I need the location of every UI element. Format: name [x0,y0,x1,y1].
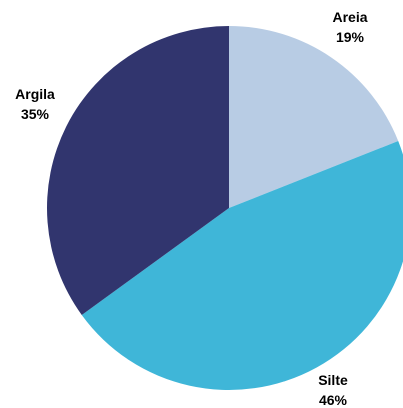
slice-label-argila: Argila [15,86,55,102]
pie-slice-argila [46,26,230,315]
slice-label-areia: Areia [332,9,367,25]
pie-labels: Areia 19% Silte 46% Argila 35% [15,9,368,408]
pie-slice-areia [229,26,399,208]
pie-slice-silte [81,141,403,390]
slice-value-argila: 35% [21,106,50,122]
slice-value-areia: 19% [336,29,365,45]
slice-label-silte: Silte [318,372,348,388]
slice-value-silte: 46% [319,392,348,408]
pie-slices [46,26,403,390]
